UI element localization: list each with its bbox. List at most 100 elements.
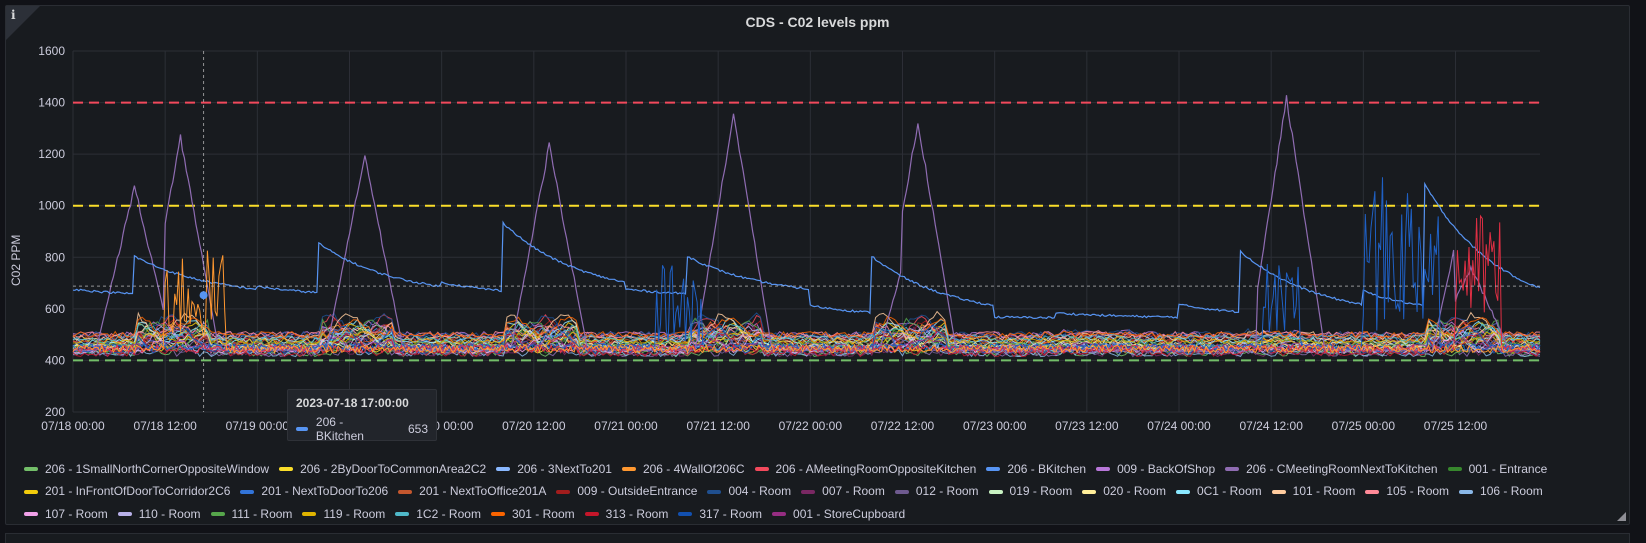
legend-label: 301 - Room — [511, 506, 575, 521]
series-line[interactable] — [72, 330, 1541, 358]
legend-label: 201 - NextToDoorTo206 — [261, 484, 389, 498]
legend-item[interactable]: 201 - InFrontOfDoorToCorridor2C6 — [24, 481, 230, 502]
legend-label: 201 - NextToOffice201A — [419, 484, 547, 498]
legend-item[interactable]: 206 - 1SmallNorthCornerOppositeWindow — [24, 459, 269, 480]
legend-item[interactable]: 110 - Room — [117, 504, 201, 525]
legend-item[interactable]: 009 - BackOfShop — [1096, 459, 1215, 480]
legend-label: 111 - Room — [231, 506, 293, 521]
legend-label: 106 - Room — [1480, 484, 1543, 498]
legend-label: 206 - 2ByDoorToCommonArea2C2 — [300, 461, 487, 476]
legend-swatch — [117, 512, 132, 516]
legend-swatch — [584, 512, 599, 516]
legend-label: 110 - Room — [138, 506, 201, 521]
legend-label: 206 - 4WallOf206C — [642, 461, 745, 476]
series-line-b-kitchen[interactable] — [72, 181, 1541, 320]
legend-item[interactable]: 301 - Room — [490, 504, 575, 525]
tooltip-time: 2023-07-18 17:00:00 — [296, 396, 409, 410]
legend-item[interactable]: 105 - Room — [1365, 481, 1449, 502]
legend-swatch — [398, 489, 413, 494]
legend-swatch — [988, 489, 1003, 494]
legend-item[interactable]: 101 - Room — [1271, 481, 1355, 502]
legend-item[interactable]: 206 - AMeetingRoomOppositeKitchen — [754, 459, 976, 480]
series-line-317[interactable] — [72, 177, 1541, 352]
legend-item[interactable]: 0C1 - Room — [1175, 481, 1262, 502]
tooltip-series-swatch — [296, 427, 308, 431]
legend-item[interactable]: 111 - Room — [210, 504, 293, 525]
legend-item[interactable]: 004 - Room — [707, 481, 791, 502]
legend-item[interactable]: 201 - NextToDoorTo206 — [240, 481, 388, 502]
legend-swatch — [1082, 489, 1097, 494]
x-tick-label: 07/18 12:00 — [133, 419, 197, 433]
legend-item[interactable]: 206 - 2ByDoorToCommonArea2C2 — [279, 459, 486, 480]
legend-swatch — [24, 512, 38, 516]
panel-title[interactable]: CDS - C02 levels ppm — [745, 14, 890, 30]
y-tick-label: 1200 — [38, 147, 65, 161]
legend-item[interactable]: 001 - StoreCupboard — [772, 504, 905, 525]
legend-item[interactable]: 020 - Room — [1082, 481, 1166, 502]
x-tick-label: 07/25 12:00 — [1424, 419, 1488, 433]
series-line[interactable] — [72, 317, 1541, 349]
legend-label: 317 - Room — [699, 506, 763, 521]
legend-swatch — [210, 512, 225, 516]
legend: 206 - 1SmallNorthCornerOppositeWindow 206… — [24, 457, 1614, 525]
legend-swatch — [556, 489, 571, 494]
series-line[interactable] — [72, 316, 1541, 339]
y-tick-label: 200 — [45, 405, 65, 419]
legend-item[interactable]: 107 - Room — [24, 504, 108, 525]
series-line-301[interactable] — [72, 250, 1540, 355]
legend-label: 206 - CMeetingRoomNextToKitchen — [1246, 461, 1438, 476]
legend-item[interactable]: 119 - Room — [302, 504, 385, 525]
legend-item[interactable]: 206 - CMeetingRoomNextToKitchen — [1225, 459, 1438, 480]
legend-item[interactable]: 206 - BKitchen — [986, 459, 1086, 480]
info-corner[interactable] — [6, 6, 40, 40]
y-tick-label: 1400 — [38, 96, 65, 110]
legend-item[interactable]: 007 - Room — [801, 481, 885, 502]
series-line[interactable] — [72, 322, 1541, 342]
x-tick-label: 07/21 12:00 — [686, 419, 750, 433]
x-tick-label: 07/24 12:00 — [1239, 419, 1303, 433]
y-tick-label: 1600 — [38, 44, 65, 58]
legend-item[interactable]: 206 - 3NextTo201 — [496, 459, 612, 480]
legend-label: 206 - BKitchen — [1007, 461, 1087, 476]
legend-label: 206 - 3NextTo201 — [517, 461, 612, 476]
legend-item[interactable]: 012 - Room — [894, 481, 979, 502]
legend-label: 020 - Room — [1103, 484, 1166, 498]
info-icon[interactable]: i — [11, 8, 16, 22]
legend-label: 001 - Entrance — [1468, 461, 1548, 476]
legend-swatch — [678, 512, 693, 516]
legend-label: 004 - Room — [728, 484, 792, 498]
legend-item[interactable]: 009 - OutsideEntrance — [556, 481, 697, 502]
legend-swatch — [986, 467, 1001, 471]
legend-swatch — [1225, 467, 1240, 471]
legend-item[interactable]: 1C2 - Room — [395, 504, 481, 525]
x-tick-label: 07/21 00:00 — [594, 419, 658, 433]
legend-item[interactable]: 201 - NextToOffice201A — [398, 481, 546, 502]
next-panel-edge — [5, 533, 1630, 543]
series-line-c-meeting[interactable] — [73, 95, 1540, 354]
x-tick-label: 07/23 00:00 — [963, 419, 1027, 433]
legend-swatch — [707, 489, 722, 494]
legend-item[interactable]: 313 - Room — [584, 504, 669, 525]
legend-label: 009 - OutsideEntrance — [577, 484, 698, 498]
resize-handle-icon[interactable] — [1617, 512, 1626, 521]
legend-label: 313 - Room — [605, 506, 669, 521]
series-line[interactable] — [72, 312, 1541, 339]
tooltip-series-name: 206 - BKitchen — [315, 415, 364, 443]
legend-item[interactable]: 019 - Room — [988, 481, 1072, 502]
legend-item[interactable]: 206 - 4WallOf206C — [621, 459, 745, 480]
legend-item[interactable]: 317 - Room — [678, 504, 762, 525]
hover-tooltip: 2023-07-18 17:00:00 206 - BKitchen 653 — [287, 389, 437, 443]
x-tick-label: 07/19 00:00 — [226, 419, 290, 433]
series-line[interactable] — [72, 338, 1541, 358]
legend-label: 009 - BackOfShop — [1117, 461, 1216, 476]
legend-item[interactable]: 001 - Entrance — [1447, 459, 1548, 480]
legend-swatch — [1096, 467, 1111, 471]
x-tick-label: 07/20 12:00 — [502, 419, 566, 433]
y-tick-label: 600 — [45, 302, 65, 316]
legend-label: 107 - Room — [45, 506, 108, 521]
legend-item[interactable]: 106 - Room — [1459, 481, 1543, 502]
legend-label: 007 - Room — [822, 484, 885, 498]
legend-swatch — [24, 489, 38, 494]
legend-swatch — [1447, 467, 1462, 471]
